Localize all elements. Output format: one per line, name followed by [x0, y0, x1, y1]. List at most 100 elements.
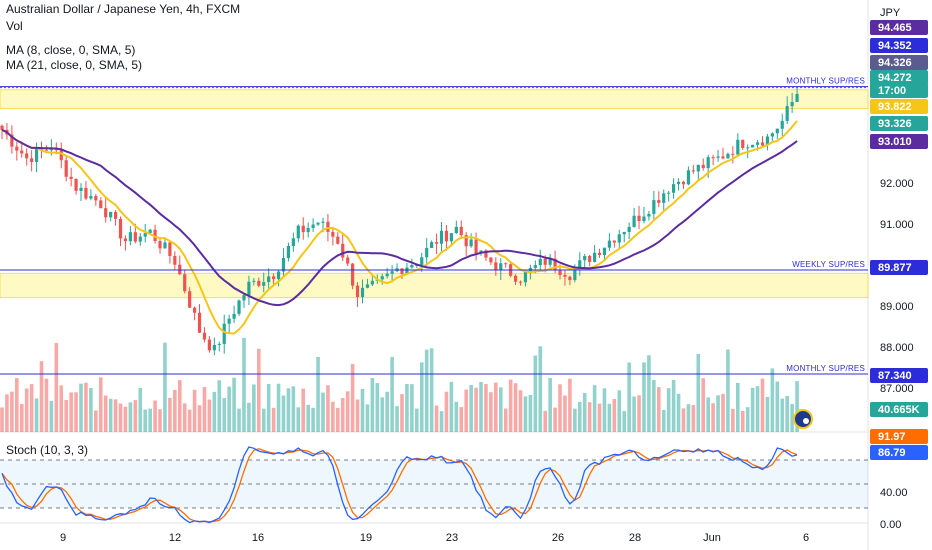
candle — [612, 240, 616, 248]
volume-bar — [34, 398, 39, 432]
volume-bar — [607, 403, 612, 432]
volume-bar — [602, 388, 607, 432]
candle — [59, 142, 63, 169]
candle — [242, 293, 246, 308]
volume-bar — [582, 392, 587, 432]
candle — [237, 299, 241, 317]
candle — [652, 190, 656, 222]
volume-bar — [587, 402, 592, 432]
volume-bar — [726, 349, 730, 432]
volume-bar — [103, 395, 108, 432]
candle — [410, 258, 414, 269]
volume-bar — [498, 387, 503, 432]
candle — [563, 270, 567, 286]
volume-bar — [380, 397, 385, 432]
time-tick: 28 — [629, 532, 641, 544]
time-tick: 19 — [360, 532, 372, 544]
candle — [622, 231, 626, 243]
time-tick: 16 — [252, 532, 264, 544]
candle — [518, 280, 523, 286]
volume-bar — [360, 388, 365, 432]
svg-text:40.665K: 40.665K — [878, 404, 920, 416]
volume-bar — [745, 407, 750, 432]
volume-bar — [434, 405, 439, 432]
volume-bar — [128, 402, 133, 432]
volume-bar — [666, 388, 671, 432]
svg-text:87.340: 87.340 — [878, 370, 912, 382]
candle — [341, 234, 345, 262]
volume-bar — [74, 392, 78, 432]
stoch-tick: 0.00 — [880, 519, 901, 531]
sup-res-zone-0 — [0, 89, 869, 109]
level-lines: MONTHLY SUP/RES WEEKLY SUP/RES MONTHLY SUP… — [0, 77, 868, 375]
volume-bar — [622, 411, 627, 432]
price-tag: 94.352 — [870, 38, 928, 53]
volume-bar — [331, 401, 335, 432]
volume-bar — [647, 355, 651, 432]
candle — [252, 278, 256, 286]
candle — [780, 113, 784, 136]
candle — [104, 198, 108, 223]
svg-text:94.465: 94.465 — [878, 22, 912, 34]
candle — [425, 238, 429, 267]
candle — [454, 220, 458, 234]
volume-bar — [558, 384, 562, 432]
volume-bar — [187, 409, 192, 432]
stoch-d-line — [1, 448, 798, 523]
flag-avatar-icon — [793, 409, 813, 429]
volume-bar — [474, 387, 478, 432]
candle — [701, 158, 705, 171]
volume-bar — [168, 397, 172, 432]
candle — [286, 242, 291, 262]
svg-text:94.352: 94.352 — [878, 40, 912, 52]
candle — [523, 270, 528, 287]
candle — [736, 133, 740, 155]
volume-bar — [568, 378, 572, 432]
time-tick: 6 — [803, 532, 809, 544]
volume-bar — [24, 388, 29, 432]
candle — [99, 197, 103, 209]
candle — [765, 133, 770, 151]
volume-bar — [706, 397, 710, 432]
candle — [439, 222, 444, 252]
time-tick: 23 — [446, 532, 458, 544]
volume-bar — [795, 381, 799, 432]
volume-bar — [716, 395, 720, 432]
volume-bar — [182, 403, 187, 432]
candles — [0, 86, 799, 356]
candle — [474, 232, 478, 261]
candle — [632, 207, 636, 228]
volume-bar — [143, 409, 148, 432]
volume-bar — [701, 378, 706, 432]
candle — [351, 263, 355, 290]
candle — [538, 249, 542, 273]
volume-bar — [321, 392, 325, 432]
volume-bar — [286, 388, 291, 432]
candle — [395, 263, 399, 273]
price-tag: 87.340 — [870, 368, 928, 383]
volume-bar — [340, 398, 345, 432]
candle — [30, 150, 34, 172]
candle — [331, 227, 335, 246]
candle — [592, 245, 597, 263]
candle — [499, 257, 503, 281]
price-tick: 87.000 — [880, 383, 914, 395]
candle — [726, 152, 730, 159]
candle — [459, 220, 463, 239]
volume-bar — [173, 389, 177, 432]
volume-bar — [563, 395, 567, 432]
volume-bar — [459, 407, 464, 432]
volume-bar — [424, 349, 429, 432]
volume-bar — [775, 381, 780, 432]
price-tag: 94.272 — [870, 70, 928, 85]
candle — [494, 257, 498, 276]
volume-bar — [785, 395, 789, 432]
candle — [178, 255, 182, 276]
volume-bar — [39, 361, 44, 432]
level-label-weekly: WEEKLY SUP/RES — [792, 260, 865, 269]
candle — [143, 223, 147, 243]
volume-bar — [326, 385, 330, 432]
volume-bar — [750, 387, 755, 432]
volume-bar — [760, 378, 765, 432]
